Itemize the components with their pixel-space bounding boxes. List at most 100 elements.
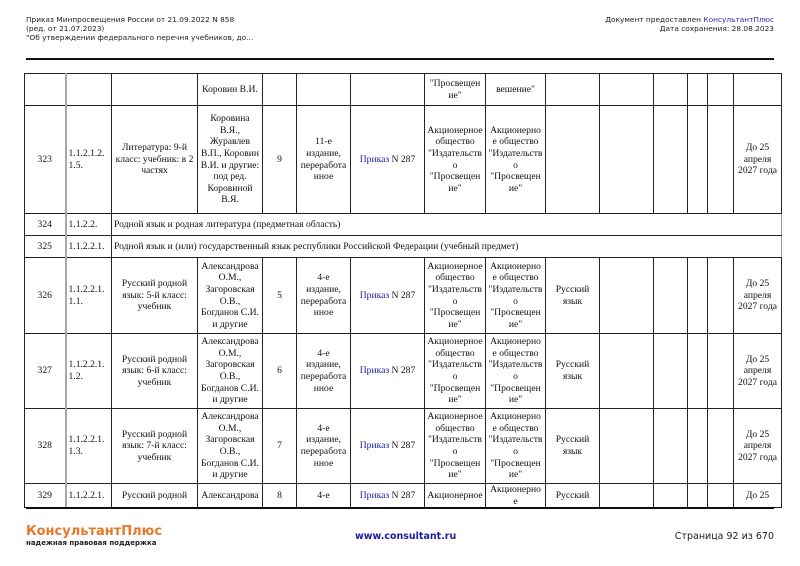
table-cell: 324 bbox=[24, 213, 67, 236]
consultant-logo: КонсультантПлюс надежная правовая поддер… bbox=[26, 524, 162, 547]
table-cell: Акционерное общество "Издательств о "Про… bbox=[424, 333, 486, 409]
order-link[interactable]: Приказ bbox=[359, 440, 390, 452]
table-cell: До 25 апреля 2027 года bbox=[733, 408, 782, 484]
footer-divider bbox=[26, 507, 774, 509]
footer-slogan: надежная правовая поддержка bbox=[26, 539, 157, 547]
table-cell bbox=[65, 73, 112, 106]
table-cell: Русский bbox=[545, 482, 600, 509]
footer-url-link[interactable]: www.consultant.ru bbox=[355, 531, 457, 542]
table-cell: Александрова О.М., Загоровская О.В., Бог… bbox=[197, 333, 263, 409]
table-cell: Акционерное bbox=[485, 482, 546, 509]
table-cell bbox=[653, 73, 688, 106]
table-cell: 329 bbox=[24, 482, 67, 509]
table-cell: 9 bbox=[262, 105, 297, 214]
table-cell bbox=[687, 408, 708, 484]
table-row: 328 1.1.2.2.1. 1.3. Русский родной язык: 7… bbox=[24, 408, 782, 484]
table-cell: Александрова О.М., Загоровская О.В., Бог… bbox=[197, 257, 263, 334]
table-row: 327 1.1.2.2.1. 1.2. Русский родной язык: 6… bbox=[24, 333, 782, 409]
table-cell bbox=[653, 257, 688, 334]
table-cell: Приказ N 287 bbox=[350, 482, 425, 509]
table-cell: Акционерное bbox=[424, 482, 486, 509]
table-cell bbox=[687, 333, 708, 409]
table-cell: Акционерное общество "Издательств о "Про… bbox=[485, 333, 546, 409]
table-cell: 1.1.2.2.1. 1.1. bbox=[65, 257, 112, 334]
order-link[interactable]: Приказ bbox=[359, 153, 390, 165]
table-cell: До 25 апреля 2027 года bbox=[733, 105, 782, 214]
table-cell: 1.1.2.2.1. bbox=[65, 235, 112, 258]
header-line: (ред. от 21.07.2023) bbox=[26, 24, 105, 33]
table-cell: вешение" bbox=[485, 73, 546, 106]
table-row: 326 1.1.2.2.1. 1.1. Русский родной язык: 5… bbox=[24, 257, 782, 334]
table-cell bbox=[707, 73, 734, 106]
order-number: N 287 bbox=[389, 489, 416, 501]
table-cell: До 25 bbox=[733, 482, 782, 509]
table-cell: "Просвещен ие" bbox=[424, 73, 486, 106]
order-number: N 287 bbox=[389, 440, 416, 452]
table-cell bbox=[707, 333, 734, 409]
table-cell: 5 bbox=[262, 257, 297, 334]
provider-brand-link[interactable]: КонсультантПлюс bbox=[703, 15, 774, 24]
table-cell bbox=[599, 73, 654, 106]
order-number: N 287 bbox=[389, 153, 416, 165]
table-cell: 4-е bbox=[296, 482, 351, 509]
table-cell: Приказ N 287 bbox=[350, 105, 425, 214]
table-cell: Приказ N 287 bbox=[350, 333, 425, 409]
textbook-table: Коровин В.И. "Просвещен ие" вешение" 323 1.1… bbox=[24, 73, 782, 509]
table-cell bbox=[599, 482, 654, 509]
table-cell: Акционерное общество "Издательств о "Про… bbox=[485, 257, 546, 334]
table-cell bbox=[687, 105, 708, 214]
table-row: 323 1.1.2.1.2. 1.5. Литература: 9-й класс:… bbox=[24, 105, 782, 214]
table-cell bbox=[733, 73, 782, 106]
table-cell: 4-е издание, переработа нное bbox=[296, 408, 351, 484]
order-link[interactable]: Приказ bbox=[359, 365, 390, 377]
table-cell: 1.1.2.1.2. 1.5. bbox=[65, 105, 112, 214]
table-cell: Приказ N 287 bbox=[350, 408, 425, 484]
table-cell: 8 bbox=[262, 482, 297, 509]
document-header-title: Приказ Минпросвещения России от 21.09.20… bbox=[26, 15, 253, 42]
table-cell: Родной язык и родная литература (предмет… bbox=[111, 213, 782, 236]
table-cell: 1.1.2.2.1. 1.2. bbox=[65, 333, 112, 409]
table-cell bbox=[599, 408, 654, 484]
document-provider: Документ предоставлен КонсультантПлюс Да… bbox=[605, 15, 774, 33]
table-cell: 327 bbox=[24, 333, 67, 409]
table-cell bbox=[599, 333, 654, 409]
table-cell: 4-е издание, переработа нное bbox=[296, 333, 351, 409]
table-cell: 11-е издание, переработа нное bbox=[296, 105, 351, 214]
table-cell bbox=[545, 105, 600, 214]
header-line: Приказ Минпросвещения России от 21.09.20… bbox=[26, 15, 235, 24]
table-cell: Русский язык bbox=[545, 333, 600, 409]
table-cell: 325 bbox=[24, 235, 67, 258]
table-cell bbox=[350, 73, 425, 106]
table-cell bbox=[687, 73, 708, 106]
table-cell: 328 bbox=[24, 408, 67, 484]
table-cell: 6 bbox=[262, 333, 297, 409]
table-cell: 1.1.2.2.1. 1.3. bbox=[65, 408, 112, 484]
table-cell: 7 bbox=[262, 408, 297, 484]
table-cell: Русский язык bbox=[545, 257, 600, 334]
footer-brand: КонсультантПлюс bbox=[26, 524, 163, 539]
saved-date: Дата сохранения: 28.08.2023 bbox=[659, 24, 774, 33]
table-cell: 326 bbox=[24, 257, 67, 334]
table-row: 325 1.1.2.2.1. Родной язык и (или) государ… bbox=[24, 235, 782, 258]
table-cell: Русский родной язык: 6-й класс: учебник bbox=[111, 333, 198, 409]
table-cell bbox=[296, 73, 351, 106]
table-cell: 323 bbox=[24, 105, 67, 214]
table-cell bbox=[707, 257, 734, 334]
table-cell: Акционерное общество "Издательств о "Про… bbox=[424, 105, 486, 214]
table-cell: Акционерное общество "Издательств о "Про… bbox=[424, 257, 486, 334]
table-cell bbox=[707, 408, 734, 484]
table-cell bbox=[707, 105, 734, 214]
table-cell bbox=[687, 257, 708, 334]
table-cell: Александрова О.М., Загоровская О.В., Бог… bbox=[197, 408, 263, 484]
table-cell bbox=[653, 333, 688, 409]
table-row: 324 1.1.2.2. Родной язык и родная литерату… bbox=[24, 213, 782, 236]
table-cell: До 25 апреля 2027 года bbox=[733, 257, 782, 334]
table-cell: Литература: 9-й класс: учебник: в 2 част… bbox=[111, 105, 198, 214]
order-link[interactable]: Приказ bbox=[359, 289, 390, 301]
table-cell: Родной язык и (или) государственный язык… bbox=[111, 235, 782, 258]
table-cell: 1.1.2.2. bbox=[65, 213, 112, 236]
table-cell bbox=[262, 73, 297, 106]
order-link[interactable]: Приказ bbox=[359, 489, 390, 501]
table-row: 329 1.1.2.2.1. Русский родной Александрова 8… bbox=[24, 482, 782, 509]
